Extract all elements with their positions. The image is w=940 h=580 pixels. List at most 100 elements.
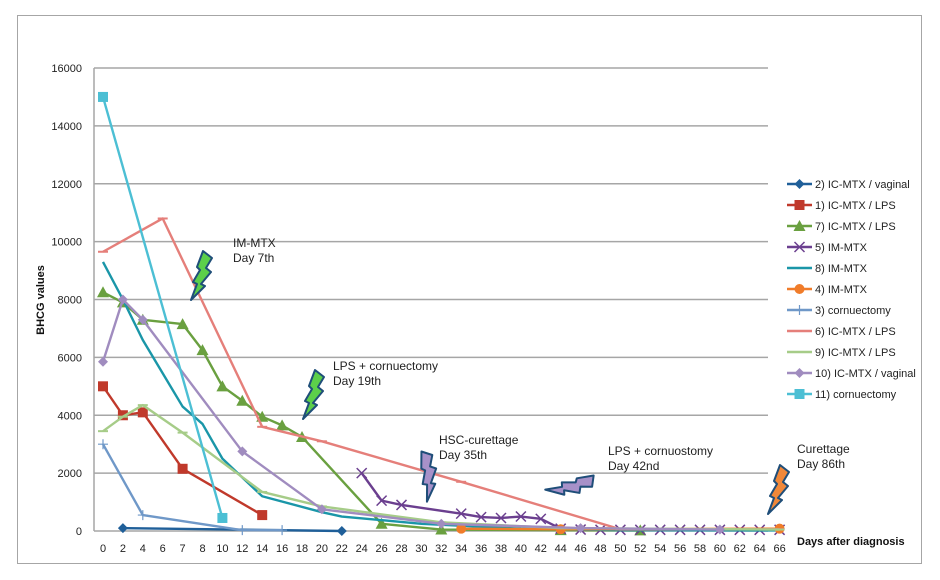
x-axis-ticks: 0 2 4 6 7 8 10 12 14 16 18 20 22 24 26 28 30 32 34 36 38 40 42… <box>100 543 786 555</box>
data-point <box>456 523 467 534</box>
series-line <box>101 261 780 532</box>
annotation-label: LPS + cornuostomy <box>608 444 713 458</box>
x-tick-label: 36 <box>475 543 487 555</box>
y-tick-label: 4000 <box>58 410 82 422</box>
data-point <box>98 439 108 450</box>
data-point <box>97 286 109 298</box>
series-group <box>97 91 786 536</box>
legend-item: 3) cornuectomy <box>787 305 891 317</box>
x-tick-label: 46 <box>574 543 586 555</box>
data-point <box>336 526 347 536</box>
data-point <box>196 344 209 356</box>
x-tick-label: 24 <box>356 543 368 555</box>
lightning-bolt-icon <box>420 450 438 503</box>
data-point <box>794 179 805 189</box>
y-tick-label: 0 <box>76 526 82 538</box>
data-point <box>237 525 248 536</box>
legend-item: 9) IC-MTX / LPS <box>787 347 896 359</box>
y-axis-ticks: 0 2000 4000 6000 8000 10000 12000 14000 16000 <box>51 63 82 538</box>
data-point <box>217 512 228 523</box>
data-point <box>216 380 229 392</box>
y-tick-label: 10000 <box>51 237 82 249</box>
annotation-label: Curettage <box>797 442 850 456</box>
y-tick-label: 6000 <box>58 352 82 364</box>
x-tick-label: 12 <box>236 543 248 555</box>
annotation-label: HSC-curettage <box>439 433 519 447</box>
x-tick-label: 56 <box>674 543 686 555</box>
data-point <box>177 463 188 474</box>
lightning-bolt-icon <box>190 250 213 301</box>
x-tick-label: 42 <box>535 543 547 555</box>
legend-label: 2) IC-MTX / vaginal <box>815 179 910 191</box>
x-tick-label: 28 <box>395 543 407 555</box>
data-point <box>794 305 805 315</box>
y-tick-label: 16000 <box>51 63 82 75</box>
data-point <box>117 294 128 305</box>
chart-frame <box>17 15 922 564</box>
y-tick-label: 12000 <box>51 179 82 191</box>
series-line <box>101 298 720 531</box>
data-point <box>436 518 447 529</box>
data-point <box>277 525 288 536</box>
annotation-label: Day 86th <box>797 457 845 471</box>
series-line <box>101 443 283 532</box>
data-point <box>137 510 148 521</box>
data-point <box>316 504 327 515</box>
data-point <box>375 517 388 529</box>
data-point <box>535 513 547 525</box>
annotation-label: Day 19th <box>333 374 381 388</box>
data-point <box>515 511 527 523</box>
legend-label: 3) cornuectomy <box>815 305 891 317</box>
series-7 <box>98 439 288 536</box>
legend-item: 1) IC-MTX / LPS <box>787 200 896 212</box>
series-11 <box>98 91 228 523</box>
data-point <box>395 499 408 511</box>
legend-item: 4) IM-MTX <box>787 284 868 296</box>
legend-item: 2) IC-MTX / vaginal <box>787 179 910 191</box>
data-point <box>237 446 248 457</box>
data-point <box>475 511 487 523</box>
data-point <box>793 220 806 231</box>
y-tick-label: 8000 <box>58 295 82 307</box>
legend-label: 11) cornuectomy <box>815 389 897 401</box>
x-tick-label: 10 <box>216 543 228 555</box>
data-point <box>98 356 108 367</box>
legend-item: 7) IC-MTX / LPS <box>787 220 896 233</box>
x-tick-label: 8 <box>199 543 205 555</box>
annotation-label: Day 7th <box>233 251 274 265</box>
lightning-bolt-icon <box>544 474 595 496</box>
x-tick-label: 16 <box>276 543 288 555</box>
data-point <box>117 523 128 534</box>
annotation-label: LPS + cornuectomy <box>333 359 438 373</box>
y-axis-title: BHCG values <box>35 265 47 335</box>
x-tick-label: 0 <box>100 543 106 555</box>
data-point <box>794 284 805 294</box>
legend-label: 9) IC-MTX / LPS <box>815 347 896 359</box>
x-tick-label: 64 <box>754 543 766 555</box>
x-tick-label: 58 <box>694 543 706 555</box>
legend-label: 10) IC-MTX / vaginal <box>815 368 916 380</box>
annotation-label: IM-MTX <box>233 236 276 250</box>
x-tick-label: 4 <box>140 543 146 555</box>
data-point <box>435 523 448 535</box>
x-tick-label: 50 <box>614 543 626 555</box>
data-point <box>117 410 128 421</box>
data-point <box>98 91 108 102</box>
x-tick-label: 62 <box>734 543 746 555</box>
data-point <box>495 512 507 524</box>
legend-label: 4) IM-MTX <box>815 284 868 296</box>
data-point <box>794 200 805 210</box>
y-tick-label: 2000 <box>58 468 82 480</box>
annotation-label: Day 35th <box>439 448 487 462</box>
legend: 2) IC-MTX / vaginal 1) IC-MTX / LPS 7) IC-… <box>787 179 916 401</box>
annotation-label: Day 42nd <box>608 459 659 473</box>
x-tick-label: 2 <box>120 543 126 555</box>
x-tick-label: 44 <box>555 543 567 555</box>
series-2 <box>98 381 268 521</box>
